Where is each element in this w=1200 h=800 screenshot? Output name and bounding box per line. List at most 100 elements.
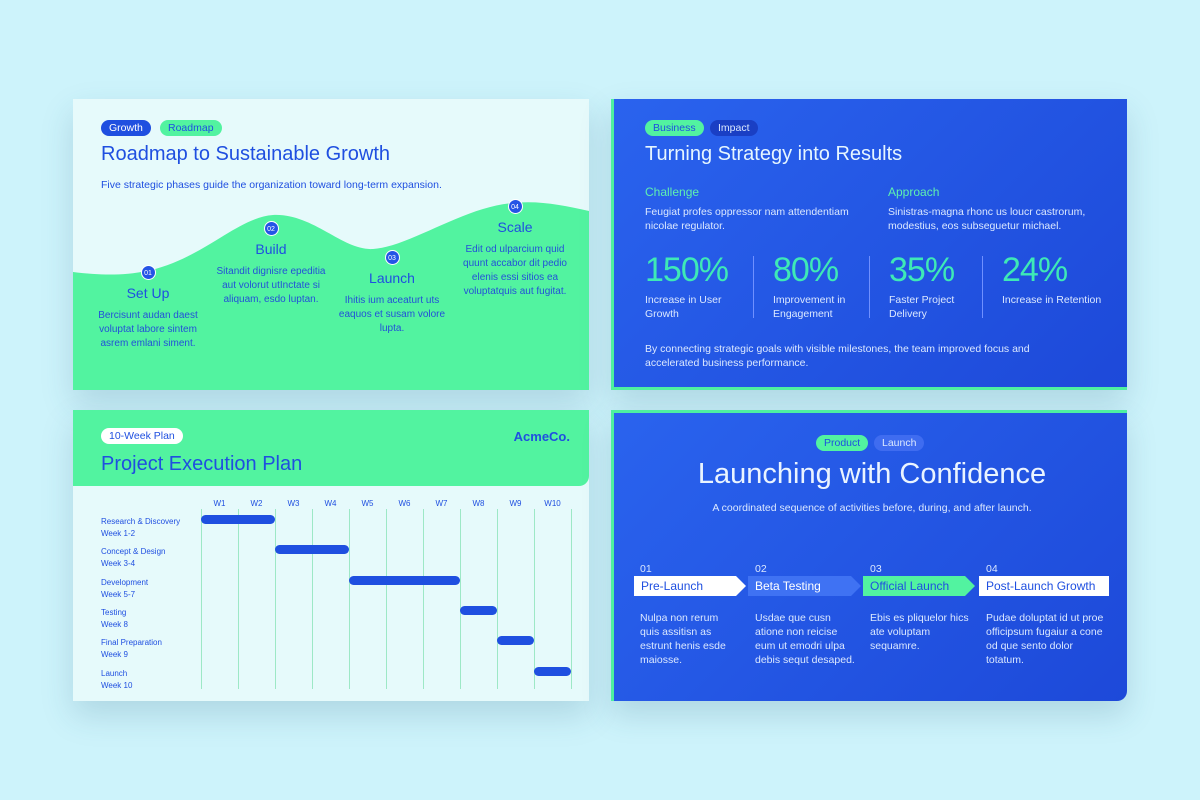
results-slide[interactable]: Business Impact Turning Strategy into Re… — [611, 99, 1127, 390]
gantt-header — [73, 410, 589, 486]
phase-scale: 04 Scale Edit od ulparcium quid quunt ac… — [459, 199, 571, 299]
task-weeks: Week 9 — [101, 650, 128, 660]
phase-launch: 03 Launch Ihitis ium aceaturt uts eaquos… — [337, 250, 447, 336]
step-official-launch: Official Launch — [870, 579, 950, 593]
stat-label: Increase in User Growth — [645, 294, 722, 320]
grid-line — [497, 509, 498, 689]
week-label: W1 — [213, 499, 226, 508]
stat-label: Faster Project Delivery — [889, 294, 955, 320]
stat-value: 24% — [1002, 251, 1068, 289]
task-name: Research & Discovery — [101, 517, 181, 526]
phase-description: Bercisunt audan daest voluptat labore si… — [98, 310, 198, 349]
week-label: W10 — [544, 499, 561, 508]
tag-roadmap: Roadmap — [160, 120, 222, 136]
tag-business: Business — [645, 120, 704, 136]
step-beta-testing: Beta Testing — [755, 579, 821, 593]
task-name: Launch — [101, 668, 128, 678]
week-label: W5 — [361, 499, 374, 508]
stat-divider — [982, 256, 983, 318]
step-number: 01 — [640, 563, 652, 575]
step-description: Usdae que cusn atione non reicise eum ut… — [755, 612, 855, 666]
task-label: Final Preparation Week 9 — [101, 637, 162, 661]
task-weeks: Week 10 — [101, 680, 133, 690]
task-name: Testing — [101, 607, 127, 617]
phase-build: 02 Build Sitandit dignisre epeditia aut … — [216, 221, 326, 307]
stat-label: Improvement in Engagement — [773, 294, 846, 320]
gantt-slide[interactable]: 10-Week Plan AcmeCo. Project Execution P… — [73, 410, 589, 701]
grid-line — [275, 509, 276, 689]
launch-subtitle: A coordinated sequence of activities bef… — [712, 502, 1032, 514]
phase-number: 01 — [140, 265, 156, 280]
stat-label: Increase in Retention — [1002, 294, 1102, 306]
grid-line — [423, 509, 424, 689]
phase-number: 02 — [263, 221, 279, 236]
step-number: 04 — [986, 563, 998, 575]
phase-description: Sitandit dignisre epeditia aut volorut u… — [216, 266, 326, 305]
stat-value: 35% — [889, 251, 955, 289]
gantt-bar — [201, 515, 275, 524]
roadmap-title: Roadmap to Sustainable Growth — [101, 143, 391, 165]
stat-value: 150% — [645, 251, 729, 289]
gantt-bar — [497, 636, 534, 646]
task-label: Research & Discovery Week 1-2 — [101, 516, 180, 540]
task-name: Development — [101, 577, 149, 587]
grid-line — [349, 509, 350, 689]
step-number: 03 — [870, 563, 882, 575]
phase-description: Ihitis ium aceaturt uts eaquos et susam … — [338, 295, 446, 334]
phase-number: 03 — [384, 250, 400, 265]
gantt-bar — [349, 575, 460, 585]
week-label: W7 — [435, 499, 448, 508]
gantt-bar — [460, 605, 497, 615]
task-label: Launch Week 10 — [101, 668, 132, 692]
task-name: Concept & Design — [101, 547, 166, 557]
approach-text: Sinistras-magna rhonc us loucr castrorum… — [888, 206, 1086, 232]
grid-line — [201, 509, 202, 689]
phase-number: 04 — [507, 199, 523, 214]
task-label: Development Week 5-7 — [101, 577, 148, 601]
task-label: Concept & Design Week 3-4 — [101, 546, 165, 570]
stat-retention: 24% Increase in Retention — [1002, 251, 1122, 307]
stat-delivery: 35% Faster Project Delivery — [889, 251, 979, 321]
roadmap-slide[interactable]: Growth Roadmap Roadmap to Sustainable Gr… — [73, 99, 589, 390]
week-label: W8 — [472, 499, 485, 508]
task-label: Testing Week 8 — [101, 607, 128, 631]
wave-shape — [73, 202, 589, 390]
tag-launch: Launch — [874, 435, 925, 451]
tag-growth: Growth — [101, 120, 151, 136]
step-number: 02 — [755, 563, 767, 575]
task-weeks: Week 5-7 — [101, 589, 136, 599]
week-label: W4 — [324, 499, 337, 508]
grid-line — [571, 509, 572, 689]
stat-user-growth: 150% Increase in User Growth — [645, 251, 745, 321]
results-title: Turning Strategy into Results — [645, 143, 903, 165]
roadmap-subtitle: Five strategic phases guide the organiza… — [101, 179, 442, 191]
week-label: W9 — [509, 499, 522, 508]
task-name: Final Preparation — [101, 638, 162, 648]
task-weeks: Week 1-2 — [101, 529, 136, 538]
approach-heading: Approach — [888, 185, 940, 199]
phase-name: Launch — [369, 270, 415, 286]
launch-title: Launching with Confidence — [697, 458, 1047, 490]
phase-name: Build — [255, 241, 287, 257]
step-arrows — [634, 576, 1109, 596]
grid-line — [312, 509, 313, 689]
step-description: Nulpa non rerum quis assitisn as estrunt… — [640, 612, 726, 666]
stat-engagement: 80% Improvement in Engagement — [773, 251, 868, 321]
phase-name: Set Up — [126, 285, 170, 301]
gantt-bar — [275, 545, 349, 555]
tag-impact: Impact — [710, 120, 758, 136]
results-footer: By connecting strategic goals with visib… — [645, 343, 1030, 369]
step-description: Pudae doluptat id ut proe officipsum fug… — [986, 612, 1104, 666]
grid-line — [386, 509, 387, 689]
launch-slide[interactable]: Product Launch Launching with Confidence… — [611, 410, 1127, 701]
brand-logo: AcmeCo. — [513, 429, 570, 444]
tag-10-week-plan: 10-Week Plan — [101, 428, 183, 444]
step-description: Ebis es pliquelor hics ate voluptam sequ… — [870, 612, 969, 652]
tag-product: Product — [816, 435, 869, 451]
task-weeks: Week 3-4 — [101, 559, 136, 569]
challenge-heading: Challenge — [645, 185, 700, 199]
week-label: W6 — [398, 499, 411, 508]
step-post-launch-growth: Post-Launch Growth — [986, 579, 1096, 593]
stat-divider — [753, 256, 754, 318]
stat-value: 80% — [773, 251, 839, 289]
